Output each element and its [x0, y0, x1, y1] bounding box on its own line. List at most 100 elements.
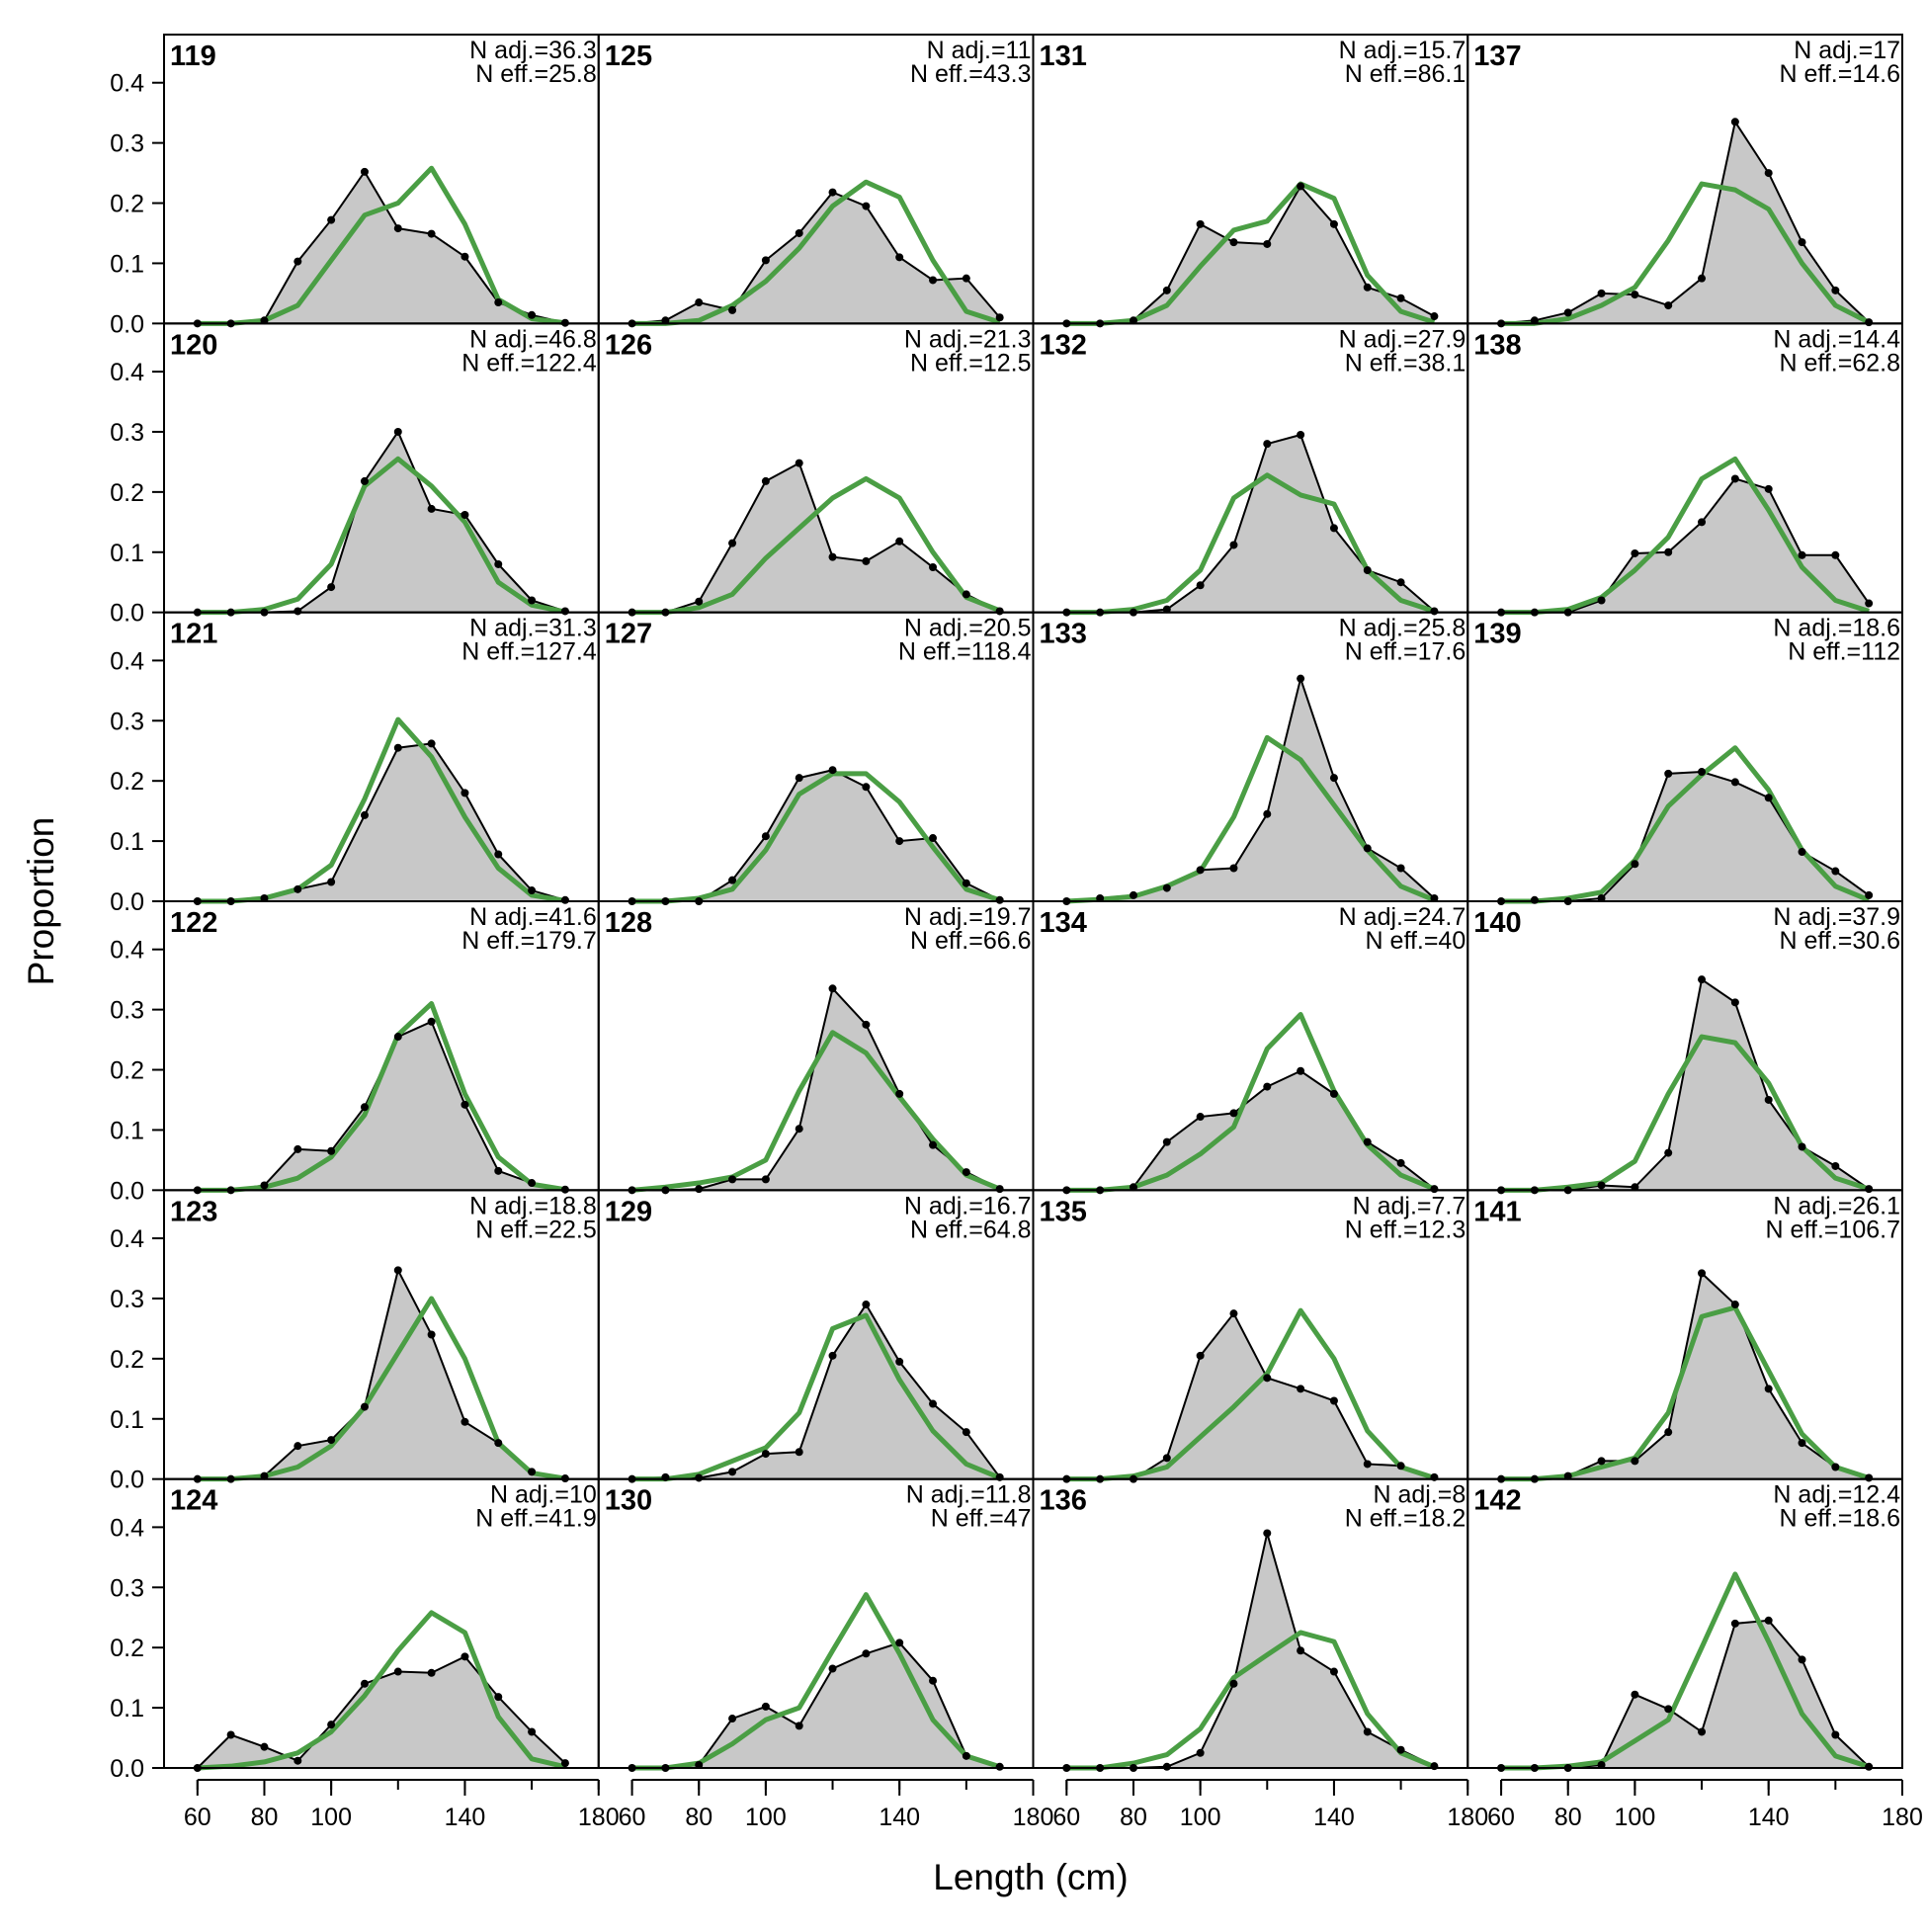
observed-line	[1500, 119, 1870, 325]
observed-point	[528, 596, 537, 605]
y-axis-row-5: 0.0 0.1 0.2 0.3 0.4	[110, 1225, 165, 1494]
observed-point	[427, 229, 436, 238]
observed-point	[1396, 1462, 1405, 1470]
y-tick-label: 0.1	[110, 250, 144, 278]
x-tick-label: 100	[1615, 1804, 1656, 1831]
expected-line	[631, 1592, 1001, 1771]
n-eff-label: N eff.=41.9	[475, 1505, 597, 1533]
observed-point	[528, 1468, 537, 1476]
observed-point	[360, 1103, 369, 1112]
observed-point	[1597, 289, 1606, 297]
x-tick-label: 100	[1180, 1804, 1221, 1831]
panel-label: 141	[1473, 1196, 1521, 1227]
observed-point	[895, 1089, 904, 1098]
observed-point	[461, 252, 469, 261]
observed-area	[1501, 1273, 1870, 1479]
n-eff-label: N eff.=127.4	[461, 638, 597, 666]
n-eff-label: N eff.=14.6	[1779, 60, 1900, 88]
observed-point	[260, 1181, 269, 1190]
observed-point	[1730, 1619, 1739, 1628]
observed-area	[197, 1656, 565, 1768]
expected-line	[1066, 734, 1436, 904]
x-tick-label: 140	[1313, 1804, 1355, 1831]
n-eff-label: N eff.=47	[931, 1505, 1032, 1533]
y-axis-row-2: 0.0 0.1 0.2 0.3 0.4	[110, 359, 165, 628]
x-axis-col-1: 60 80 100 140 180	[184, 1779, 620, 1831]
n-eff-label: N eff.=112	[1788, 638, 1900, 666]
x-tick-label: 140	[1748, 1804, 1790, 1831]
observed-point	[1764, 794, 1773, 802]
observed-point	[1798, 1142, 1806, 1151]
observed-point	[1396, 864, 1405, 873]
panel-136: 136 N adj.=8N eff.=18.2	[1032, 1477, 1469, 1772]
n-adj-label: N adj.=7.7	[1353, 1192, 1466, 1219]
observed-point	[1798, 550, 1806, 559]
observed-point	[828, 984, 837, 993]
observed-area	[1066, 435, 1435, 613]
panel-label: 126	[605, 329, 652, 361]
observed-point	[1162, 1762, 1171, 1771]
observed-point	[962, 590, 970, 599]
observed-point	[293, 884, 302, 893]
y-axis-row-6: 0.0 0.1 0.2 0.3 0.4	[110, 1514, 165, 1783]
y-tick-label: 0.3	[110, 708, 144, 735]
observed-point	[862, 556, 871, 565]
observed-point	[1664, 301, 1673, 310]
panel-140: 140 N adj.=37.9N eff.=30.6	[1466, 900, 1903, 1195]
observed-point	[828, 766, 837, 775]
observed-point	[1865, 890, 1874, 899]
observed-point	[427, 1668, 436, 1677]
x-tick-label: 180	[1882, 1804, 1923, 1831]
observed-area	[1501, 122, 1870, 324]
y-tick-label: 0.2	[110, 479, 144, 507]
observed-point	[1363, 1137, 1372, 1146]
x-axis-col-4: 60 80 100 140 180	[1487, 1779, 1923, 1831]
observed-point	[895, 1638, 904, 1647]
panel-127: 127 N adj.=20.5N eff.=118.4	[597, 611, 1035, 905]
observed-point	[828, 188, 837, 197]
x-tick-label: 180	[578, 1804, 620, 1831]
observed-point	[695, 1473, 704, 1482]
observed-point	[1698, 518, 1707, 527]
y-tick-label: 0.4	[110, 70, 144, 98]
observed-point	[1162, 883, 1171, 892]
observed-area	[197, 171, 565, 324]
observed-point	[1297, 1385, 1305, 1393]
x-tick-label: 100	[745, 1804, 787, 1831]
panel-label: 138	[1473, 329, 1521, 361]
observed-point	[1396, 1745, 1405, 1754]
observed-point	[1730, 778, 1739, 787]
panel-label: 133	[1040, 619, 1087, 650]
x-axis-col-3: 60 80 100 140 180	[1052, 1779, 1488, 1831]
observed-point	[327, 1436, 336, 1445]
observed-point	[862, 202, 871, 210]
y-tick-label: 0.3	[110, 130, 144, 158]
observed-point	[1297, 674, 1305, 683]
y-tick-label: 0.3	[110, 1286, 144, 1313]
observed-point	[1196, 581, 1205, 590]
observed-point	[461, 1417, 469, 1426]
panel-label: 127	[605, 619, 652, 650]
observed-area	[1066, 186, 1435, 324]
observed-point	[929, 562, 938, 571]
expected-line	[197, 456, 566, 616]
observed-point	[1764, 1385, 1773, 1393]
expected-line	[197, 1001, 566, 1193]
observed-point	[1162, 286, 1171, 294]
expected-line	[1066, 1307, 1436, 1482]
observed-point	[828, 1351, 837, 1360]
panel-label: 137	[1473, 41, 1521, 72]
expected-line	[1501, 1571, 1870, 1771]
observed-line	[631, 191, 1001, 325]
observed-point	[1831, 550, 1840, 559]
observed-point	[1798, 1655, 1806, 1664]
n-eff-label: N eff.=62.8	[1779, 349, 1900, 377]
observed-point	[393, 743, 402, 752]
observed-point	[1865, 1762, 1874, 1771]
observed-area	[1066, 1533, 1435, 1768]
panel-125: 125 N adj.=11N eff.=43.3	[597, 34, 1035, 328]
observed-point	[1196, 1748, 1205, 1757]
observed-point	[1798, 848, 1806, 857]
y-tick-label: 0.4	[110, 647, 144, 675]
observed-point	[226, 1730, 235, 1739]
